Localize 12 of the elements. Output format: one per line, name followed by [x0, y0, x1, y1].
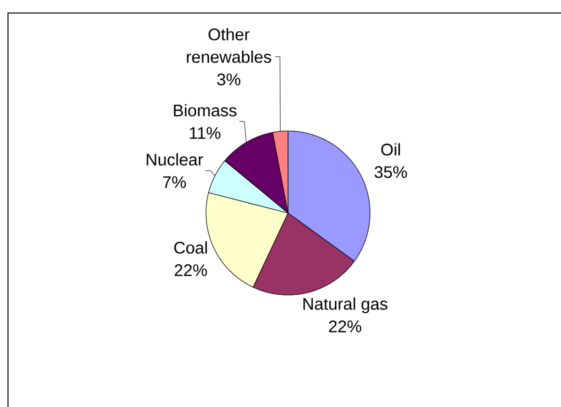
slice-label: Nuclear [146, 153, 203, 166]
slice-label: Other renewables [186, 28, 272, 63]
data-label: 22% [174, 264, 207, 276]
data-label: 3% [217, 74, 240, 86]
data-label: 11% [190, 127, 220, 139]
slice-label: Coal [174, 241, 207, 254]
data-label: 22% [329, 320, 362, 332]
data-label: 35% [374, 166, 407, 178]
data-label: 7% [163, 176, 186, 188]
slice-label: Biomass [174, 104, 236, 116]
slice-label: Natural gas [303, 298, 388, 314]
slice-label: Oil [381, 143, 400, 156]
